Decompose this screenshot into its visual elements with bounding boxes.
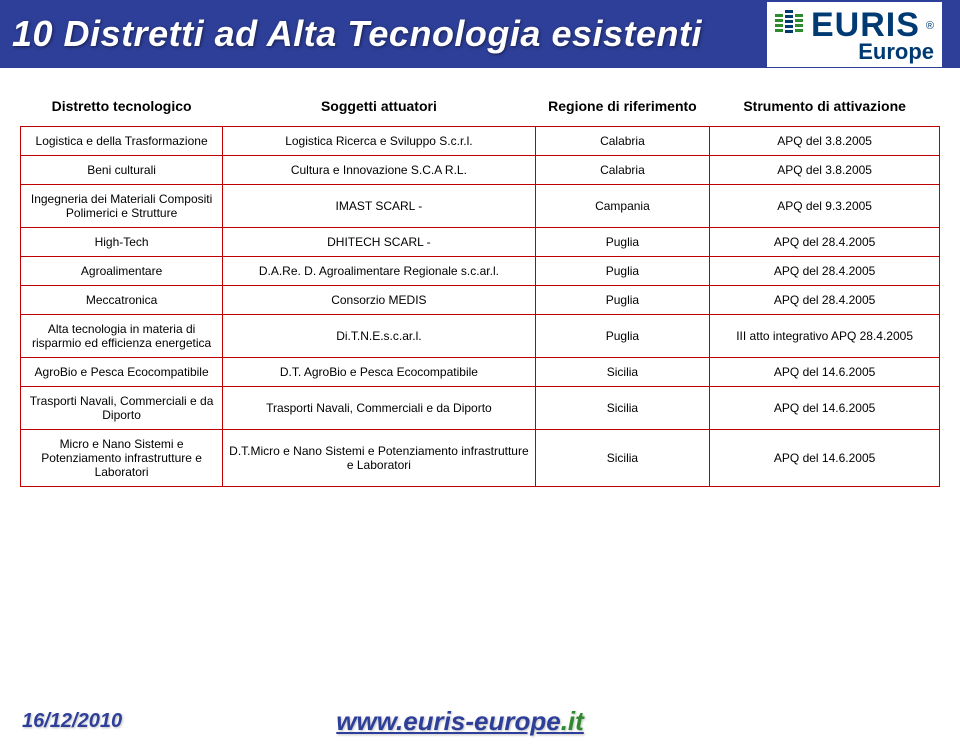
table-cell: IMAST SCARL - [223,185,535,228]
table-cell: Calabria [535,127,710,156]
table-cell: Consorzio MEDIS [223,286,535,315]
footer-date: 16/12/2010 [22,710,122,733]
table-cell: Di.T.N.E.s.c.ar.l. [223,315,535,358]
logo: EURIS ® Europe [767,2,942,67]
table-cell: APQ del 28.4.2005 [710,228,940,257]
table-cell: Puglia [535,257,710,286]
table-cell: APQ del 14.6.2005 [710,387,940,430]
table-cell: Alta tecnologia in materia di risparmio … [21,315,223,358]
table-cell: D.T.Micro e Nano Sistemi e Potenziamento… [223,430,535,487]
table-cell: Puglia [535,228,710,257]
table-row: Micro e Nano Sistemi e Potenziamento inf… [21,430,940,487]
table-cell: APQ del 9.3.2005 [710,185,940,228]
url-base: www.euris-europe [336,706,560,736]
footer-url[interactable]: www.euris-europe.it [336,706,584,737]
col-header-soggetti: Soggetti attuatori [223,90,535,127]
table-cell: APQ del 14.6.2005 [710,430,940,487]
districts-table: Distretto tecnologico Soggetti attuatori… [20,90,940,487]
table-cell: Logistica Ricerca e Sviluppo S.c.r.l. [223,127,535,156]
table-cell: D.T. AgroBio e Pesca Ecocompatibile [223,358,535,387]
table-cell: DHITECH SCARL - [223,228,535,257]
footer: 16/12/2010 www.euris-europe.it [0,706,960,737]
table-cell: APQ del 14.6.2005 [710,358,940,387]
table-row: Logistica e della TrasformazioneLogistic… [21,127,940,156]
table-cell: APQ del 28.4.2005 [710,257,940,286]
table-cell: Campania [535,185,710,228]
table-row: Alta tecnologia in materia di risparmio … [21,315,940,358]
col-header-distretto: Distretto tecnologico [21,90,223,127]
table-cell: AgroBio e Pesca Ecocompatibile [21,358,223,387]
table-row: Beni culturaliCultura e Innovazione S.C.… [21,156,940,185]
table-cell: Cultura e Innovazione S.C.A R.L. [223,156,535,185]
table-header-row: Distretto tecnologico Soggetti attuatori… [21,90,940,127]
table-cell: APQ del 3.8.2005 [710,127,940,156]
table-cell: High-Tech [21,228,223,257]
table-cell: Micro e Nano Sistemi e Potenziamento inf… [21,430,223,487]
col-header-strumento: Strumento di attivazione [710,90,940,127]
table-cell: Ingegneria dei Materiali Compositi Polim… [21,185,223,228]
table-row: AgroBio e Pesca EcocompatibileD.T. AgroB… [21,358,940,387]
table-row: MeccatronicaConsorzio MEDISPugliaAPQ del… [21,286,940,315]
logo-stripes-icon [775,10,805,42]
table-row: Ingegneria dei Materiali Compositi Polim… [21,185,940,228]
table-cell: APQ del 3.8.2005 [710,156,940,185]
table-cell: Sicilia [535,430,710,487]
table-cell: Puglia [535,315,710,358]
table-cell: Logistica e della Trasformazione [21,127,223,156]
table-container: Distretto tecnologico Soggetti attuatori… [0,68,960,487]
table-cell: Puglia [535,286,710,315]
table-cell: Beni culturali [21,156,223,185]
url-tld: .it [561,706,584,736]
table-cell: D.A.Re. D. Agroalimentare Regionale s.c.… [223,257,535,286]
table-cell: Meccatronica [21,286,223,315]
table-row: High-TechDHITECH SCARL -PugliaAPQ del 28… [21,228,940,257]
table-cell: Agroalimentare [21,257,223,286]
table-cell: APQ del 28.4.2005 [710,286,940,315]
table-cell: Trasporti Navali, Commerciali e da Dipor… [223,387,535,430]
table-cell: Trasporti Navali, Commerciali e da Dipor… [21,387,223,430]
table-cell: Sicilia [535,358,710,387]
table-row: AgroalimentareD.A.Re. D. Agroalimentare … [21,257,940,286]
table-row: Trasporti Navali, Commerciali e da Dipor… [21,387,940,430]
table-cell: III atto integrativo APQ 28.4.2005 [710,315,940,358]
table-cell: Calabria [535,156,710,185]
registered-icon: ® [926,20,934,32]
table-cell: Sicilia [535,387,710,430]
col-header-regione: Regione di riferimento [535,90,710,127]
page-title: 10 Distretti ad Alta Tecnologia esistent… [12,13,702,55]
